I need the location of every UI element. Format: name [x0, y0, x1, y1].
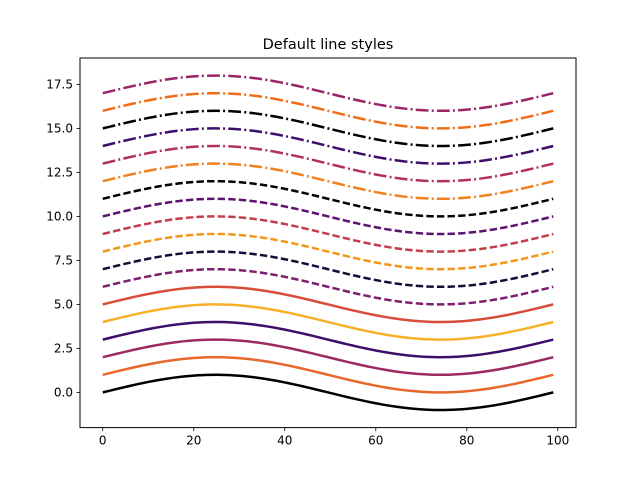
series-line-4	[102, 303, 554, 341]
series-line-1	[102, 355, 554, 394]
y-tick-label: 5.0	[54, 298, 73, 312]
y-tick-label: 15.0	[46, 122, 73, 136]
series-line-16	[102, 91, 554, 130]
series-line-9	[102, 215, 554, 253]
series-line-10	[102, 197, 554, 236]
y-tick-label: 0.0	[54, 386, 73, 400]
series-line-17	[102, 74, 554, 113]
series-line-5	[102, 285, 554, 324]
y-tick-label: 10.0	[46, 210, 73, 224]
x-tick-label: 80	[459, 434, 474, 448]
y-tick-label: 7.5	[54, 254, 73, 268]
x-tick-label: 0	[99, 434, 107, 448]
x-axis: 0 20 40 60 80 100	[99, 427, 569, 448]
series-line-3	[102, 320, 554, 359]
series-line-2	[102, 338, 554, 377]
series-line-8	[102, 232, 554, 271]
x-tick-label: 40	[277, 434, 292, 448]
x-tick-label: 100	[546, 434, 569, 448]
series-line-6	[102, 267, 554, 306]
plot-lines	[102, 74, 554, 412]
y-tick-label: 12.5	[46, 166, 73, 180]
series-line-13	[102, 144, 554, 183]
x-tick-label: 20	[186, 434, 201, 448]
plot-frame	[79, 57, 577, 429]
series-line-14	[102, 127, 554, 165]
y-axis: 0.0 2.5 5.0 7.5 10.0 12.5 15.0 17.5	[46, 78, 80, 400]
series-line-7	[102, 250, 554, 289]
series-line-11	[102, 179, 554, 218]
y-tick-label: 2.5	[54, 342, 73, 356]
y-tick-label: 17.5	[46, 78, 73, 92]
series-line-15	[102, 109, 554, 148]
x-tick-label: 60	[368, 434, 383, 448]
series-line-0	[102, 373, 554, 412]
series-line-12	[102, 162, 554, 201]
chart-title: Default line styles	[263, 37, 394, 53]
